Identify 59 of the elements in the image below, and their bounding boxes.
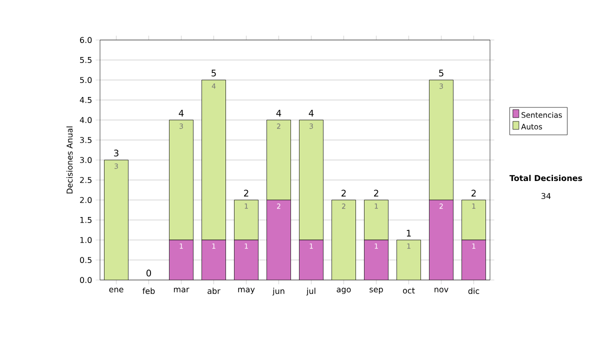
- total-label: 1: [406, 230, 411, 236]
- x-tick-label: jun: [272, 288, 284, 296]
- text: 34: [542, 192, 551, 200]
- bar: [266, 200, 291, 280]
- y-tick-label: 0.5: [80, 256, 92, 264]
- total-label: 0: [146, 270, 152, 276]
- y-tick-label: 2.0: [80, 196, 92, 204]
- bar: [104, 160, 128, 280]
- x-tick-label: jul: [306, 288, 316, 296]
- x-tick-label: mar: [174, 288, 190, 292]
- bar: [299, 120, 324, 240]
- x-tick-label: nov: [434, 288, 448, 292]
- x-tick-label: dic: [468, 288, 480, 294]
- bar: [462, 200, 486, 240]
- bar: [169, 120, 194, 240]
- x-tick-label: sep: [370, 288, 383, 294]
- x-tick-label: may: [238, 288, 255, 294]
- y-tick-label: 3.0: [80, 156, 92, 164]
- total-label: 4: [276, 110, 282, 116]
- y-tick-label: 4.5: [80, 97, 92, 103]
- y-tick-label: 5.5: [80, 57, 92, 63]
- bar: [299, 240, 324, 280]
- total-label: 4: [178, 110, 184, 116]
- y-tick-label: 5.0: [80, 76, 92, 84]
- bar: [364, 240, 388, 280]
- bar: [429, 80, 454, 200]
- x-tick-label: oct: [402, 288, 415, 294]
- bar: [234, 200, 258, 240]
- total-label: 2: [374, 190, 378, 196]
- total-label: 4: [308, 110, 314, 116]
- y-tick-label: 3.5: [80, 136, 92, 144]
- x-tick-label: ago: [336, 288, 351, 294]
- bar: [462, 240, 486, 280]
- total-label: 3: [114, 150, 118, 156]
- y-tick-label: 2.5: [80, 176, 92, 184]
- total-label: 5: [212, 70, 216, 76]
- total-label: 2: [342, 190, 346, 196]
- y-tick-label: 0.0: [80, 276, 92, 284]
- bar: [169, 240, 194, 280]
- bar: [202, 240, 226, 280]
- y-tick-label: 1.0: [80, 236, 92, 244]
- y-tick-label: 1.5: [80, 217, 92, 223]
- text: Total Decisiones: [509, 174, 582, 182]
- y-tick-label: 4.0: [80, 116, 92, 124]
- total-label: 2: [244, 190, 248, 196]
- y-axis-title: Decisiones Anual: [66, 126, 73, 194]
- bar: [332, 200, 356, 280]
- total-label: 5: [439, 70, 444, 76]
- bar: [266, 120, 291, 200]
- bar: [234, 240, 258, 280]
- x-tick-label: feb: [142, 288, 155, 294]
- y-tick-label: 6.0: [80, 36, 92, 44]
- x-tick-label: ene: [109, 288, 124, 292]
- total-label: 2: [472, 190, 476, 196]
- bar: [364, 200, 388, 240]
- x-tick-label: abr: [208, 288, 220, 294]
- bar: [202, 80, 226, 240]
- bar: [396, 240, 421, 280]
- bar: [429, 200, 454, 280]
